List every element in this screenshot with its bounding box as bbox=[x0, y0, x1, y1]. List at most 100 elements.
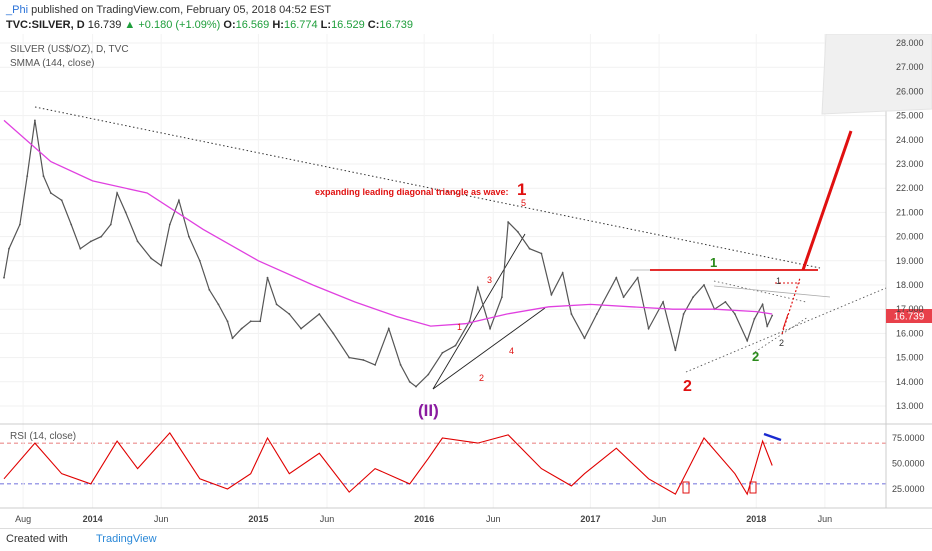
price-point bbox=[734, 313, 736, 315]
price-point bbox=[124, 211, 127, 214]
rsi-oversold-marker-1 bbox=[682, 481, 690, 494]
triangle-lower-dotted bbox=[754, 316, 809, 353]
triangle-upper-solid bbox=[713, 285, 831, 298]
price-tick-label: 23.000 bbox=[896, 159, 924, 169]
price-tick-label: 22.000 bbox=[896, 183, 924, 193]
rsi-tick-label: 50.0000 bbox=[892, 459, 925, 469]
price-point bbox=[387, 327, 390, 330]
subwave-3-label: 3 bbox=[487, 275, 492, 285]
diagonal-upper-line bbox=[432, 233, 526, 390]
high-value: 16.774 bbox=[283, 19, 318, 31]
price-point bbox=[528, 247, 531, 250]
price-tick-label: 13.000 bbox=[896, 401, 924, 411]
rsi-oversold-marker-2 bbox=[749, 481, 757, 494]
price-point bbox=[259, 320, 262, 323]
smma-legend: SMMA (144, close) bbox=[10, 58, 94, 69]
publisher-link[interactable]: _Phi bbox=[6, 4, 29, 16]
up-arrow-icon: ▲ bbox=[124, 19, 136, 31]
price-point bbox=[753, 318, 756, 320]
price-point bbox=[501, 296, 503, 298]
smma-line bbox=[3, 119, 773, 327]
publish-info: _Phi published on TradingView.com, Febru… bbox=[6, 4, 331, 16]
price-point bbox=[42, 175, 45, 178]
chart-area[interactable]: SILVER (US$/OZ), D, TVC SMMA (144, close… bbox=[0, 34, 932, 528]
projection-zone bbox=[821, 34, 932, 115]
change-value: +0.180 (+1.09%) bbox=[138, 19, 221, 31]
price-point bbox=[217, 303, 220, 306]
price-point bbox=[550, 293, 553, 296]
price-point bbox=[26, 175, 29, 178]
price-point bbox=[408, 380, 411, 383]
price-point bbox=[489, 327, 491, 330]
price-point bbox=[49, 192, 52, 194]
price-point bbox=[399, 364, 402, 366]
price-tick-label: 24.000 bbox=[896, 135, 924, 145]
time-tick-label: Jun bbox=[652, 514, 667, 524]
time-tick-label: 2014 bbox=[83, 514, 103, 524]
time-tick-label: Jun bbox=[154, 514, 169, 524]
price-point bbox=[703, 284, 705, 286]
price-point bbox=[476, 286, 479, 289]
low-label: L: bbox=[320, 19, 332, 31]
wave-1-label: 1 bbox=[517, 180, 526, 199]
high-label: H: bbox=[272, 19, 284, 31]
tradingview-logo-link[interactable]: TradingView bbox=[96, 533, 157, 545]
price-point bbox=[116, 192, 118, 194]
open-label: O: bbox=[223, 19, 236, 31]
price-point bbox=[636, 276, 639, 279]
price-tick-label: 21.000 bbox=[896, 207, 924, 217]
price-tick-label: 28.000 bbox=[896, 38, 924, 48]
price-point bbox=[468, 320, 471, 323]
price-point bbox=[19, 223, 21, 226]
symbol-label: TVC:SILVER, D bbox=[6, 19, 85, 31]
wave-II-label: (II) bbox=[418, 401, 439, 420]
rsi-divergence-line bbox=[763, 432, 782, 442]
close-value: 16.739 bbox=[379, 19, 414, 31]
chart-header: _Phi published on TradingView.com, Febru… bbox=[0, 0, 932, 34]
price-point bbox=[662, 301, 664, 303]
price-tick-label: 20.000 bbox=[896, 232, 924, 242]
price-tick-label: 18.000 bbox=[896, 280, 924, 290]
time-tick-label: Aug bbox=[15, 514, 31, 524]
time-tick-label: 2018 bbox=[746, 514, 766, 524]
ohlc-line: TVC:SILVER, D 16.739 ▲ +0.180 (+1.09%) O… bbox=[6, 19, 413, 31]
price-point bbox=[415, 385, 417, 388]
price-point bbox=[682, 313, 685, 315]
price-point bbox=[374, 364, 376, 366]
price-point bbox=[746, 339, 749, 342]
price-point bbox=[3, 276, 5, 279]
price-point bbox=[516, 230, 519, 233]
price-pane-title: SILVER (US$/OZ), D, TVC bbox=[10, 44, 129, 55]
green-wave-2-label: 2 bbox=[752, 349, 759, 364]
rsi-tick-label: 25.0000 bbox=[892, 484, 925, 494]
price-tick-label: 27.000 bbox=[896, 62, 924, 72]
price-point bbox=[332, 332, 335, 335]
price-point bbox=[79, 247, 82, 250]
subwave-2-label: 2 bbox=[479, 373, 484, 383]
green-wave-1-label: 1 bbox=[710, 255, 717, 270]
diagonal-annotation: expanding leading diagonal triangle as w… bbox=[315, 187, 509, 197]
price-point bbox=[724, 301, 727, 303]
price-point bbox=[178, 199, 180, 202]
subwave-5-label: 5 bbox=[521, 198, 526, 208]
red-wave-2-label: 2 bbox=[683, 378, 692, 395]
price-point bbox=[570, 313, 573, 315]
price-point bbox=[226, 320, 229, 323]
rsi-tick-label: 75.0000 bbox=[892, 433, 925, 443]
price-tick-label: 19.000 bbox=[896, 256, 924, 266]
time-tick-label: 2016 bbox=[414, 514, 434, 524]
red-dotted-path bbox=[781, 277, 801, 335]
last-price-tag: 16.739 bbox=[886, 309, 932, 323]
low-value: 16.529 bbox=[331, 19, 365, 31]
diagonal-lower-line bbox=[432, 307, 546, 390]
price-tick-label: 15.000 bbox=[896, 353, 924, 363]
price-point bbox=[622, 296, 625, 298]
time-tick-label: Jun bbox=[320, 514, 335, 524]
price-point bbox=[647, 327, 650, 330]
price-point bbox=[761, 303, 764, 306]
price-point bbox=[188, 235, 190, 238]
price-point bbox=[540, 252, 543, 255]
price-point bbox=[8, 247, 10, 250]
time-tick-label: Jun bbox=[818, 514, 833, 524]
price-point bbox=[150, 257, 153, 260]
